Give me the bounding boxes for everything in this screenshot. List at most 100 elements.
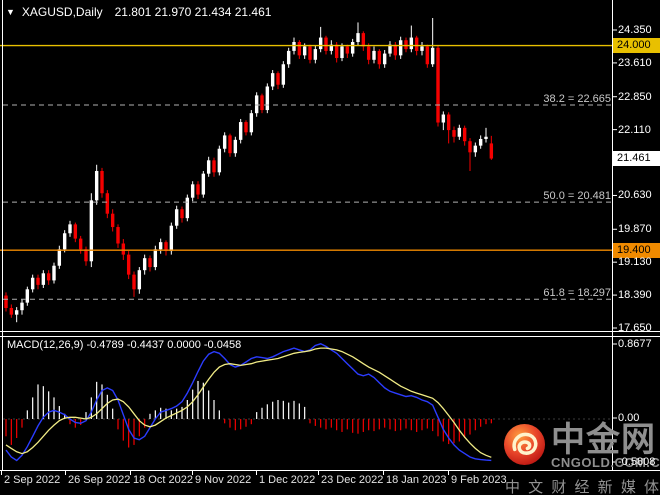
ohlc-values: 21.801 21.970 21.434 21.461: [114, 5, 272, 19]
candle-bear: [260, 95, 264, 111]
candle-bull: [313, 49, 318, 60]
candle-bear: [4, 295, 8, 308]
candle-bull: [57, 249, 62, 266]
candle-bear: [9, 307, 14, 315]
candle-bull: [217, 148, 222, 173]
candle-bear: [180, 209, 184, 219]
candle-bear: [334, 44, 339, 59]
candle-bull: [254, 95, 259, 114]
macd-indicator-label: MACD(12,26,9) -0.4789 -0.4437 0.0000 -0.…: [7, 339, 242, 351]
candle-bull: [14, 310, 19, 315]
candle-bull: [62, 233, 67, 250]
candle-bull: [457, 127, 462, 137]
candle-bull: [222, 135, 227, 149]
chart-title: ▼ XAGUSD,Daily 21.801 21.970 21.434 21.461: [6, 5, 271, 19]
candle-bull: [68, 224, 72, 234]
candle-bear: [366, 46, 371, 60]
candle-bull: [329, 44, 334, 51]
symbol-label: XAGUSD,Daily: [21, 5, 103, 19]
candle-bear: [116, 227, 120, 244]
candle-bull: [94, 170, 99, 201]
candle-bear: [46, 273, 51, 281]
candle-bull: [372, 50, 376, 60]
candle-bull: [356, 33, 360, 43]
candle-bear: [361, 33, 366, 47]
symbol-dropdown-icon[interactable]: ▼: [6, 7, 15, 17]
candle-bull: [484, 136, 488, 139]
candle-bear: [425, 46, 430, 65]
candle-bear: [468, 141, 472, 153]
candle-bull: [142, 258, 147, 271]
cngold-logo-icon: [503, 423, 546, 466]
candle-bear: [276, 73, 280, 85]
watermark-brand-text: 中金网: [551, 421, 656, 459]
candle-bear: [377, 50, 382, 65]
candle-bear: [446, 114, 451, 131]
candle-bull: [201, 173, 206, 195]
candle-bull: [137, 270, 142, 290]
candle-bull: [190, 184, 195, 198]
candle-bear: [105, 193, 110, 214]
candle-bull: [25, 289, 30, 303]
candle-bull: [350, 42, 355, 54]
candle-bear: [84, 249, 88, 262]
candle-bull: [281, 64, 286, 85]
candle-bull: [185, 197, 190, 219]
candle-bear: [36, 277, 40, 285]
watermark: 中金网 CNGOLD.COM.CN: [503, 423, 660, 470]
candle-bear: [436, 47, 440, 123]
candle-bear: [489, 143, 494, 159]
candle-bear: [148, 258, 152, 268]
candle-bear: [393, 44, 398, 56]
candle-bull: [238, 122, 243, 140]
candle-bear: [196, 184, 200, 195]
candle-bear: [78, 238, 83, 250]
candle-bear: [297, 42, 302, 56]
candle-bear: [228, 135, 232, 154]
macd-signal-line: [5, 347, 492, 458]
candle-bear: [404, 40, 408, 50]
candle-bull: [169, 225, 174, 252]
candle-bull: [286, 50, 291, 65]
candle-bull: [89, 200, 94, 262]
candle-bull: [340, 46, 344, 59]
watermark-domain-text: CNGOLD.COM.CN: [551, 455, 660, 470]
candle-bear: [452, 130, 456, 137]
candle-bull: [430, 47, 435, 65]
candle-bear: [164, 242, 168, 252]
candle-bull: [409, 37, 414, 50]
candle-bull: [153, 249, 158, 268]
candle-bear: [462, 127, 467, 142]
macd-line: [5, 343, 492, 462]
candle-bull: [206, 160, 211, 174]
candle-bull: [318, 37, 323, 50]
candle-bull: [249, 113, 254, 133]
candle-bull: [382, 53, 387, 65]
candle-bear: [121, 243, 126, 255]
candle-bull: [20, 302, 24, 311]
candle-bear: [244, 122, 248, 133]
candle-bull: [473, 145, 478, 153]
candle-bull: [398, 40, 403, 56]
candle-bear: [100, 170, 104, 194]
candle-bear: [345, 46, 350, 54]
candle-bull: [158, 242, 163, 250]
candle-bear: [414, 37, 419, 51]
candle-bear: [212, 160, 216, 173]
candle-bear: [324, 37, 328, 51]
candle-bull: [233, 139, 238, 154]
candle-bull: [441, 114, 446, 123]
candle-bear: [132, 274, 136, 290]
candle-bull: [292, 42, 296, 51]
candle-bear: [308, 46, 312, 60]
candle-bull: [478, 138, 483, 146]
candle-bear: [110, 213, 115, 228]
candle-bear: [126, 254, 131, 275]
watermark-tagline: 中 文 财 经 新 媒 体: [505, 479, 660, 495]
candle-bear: [73, 224, 78, 239]
candle-bull: [302, 46, 307, 56]
candle-bull: [52, 265, 56, 281]
candle-bull: [41, 273, 46, 285]
